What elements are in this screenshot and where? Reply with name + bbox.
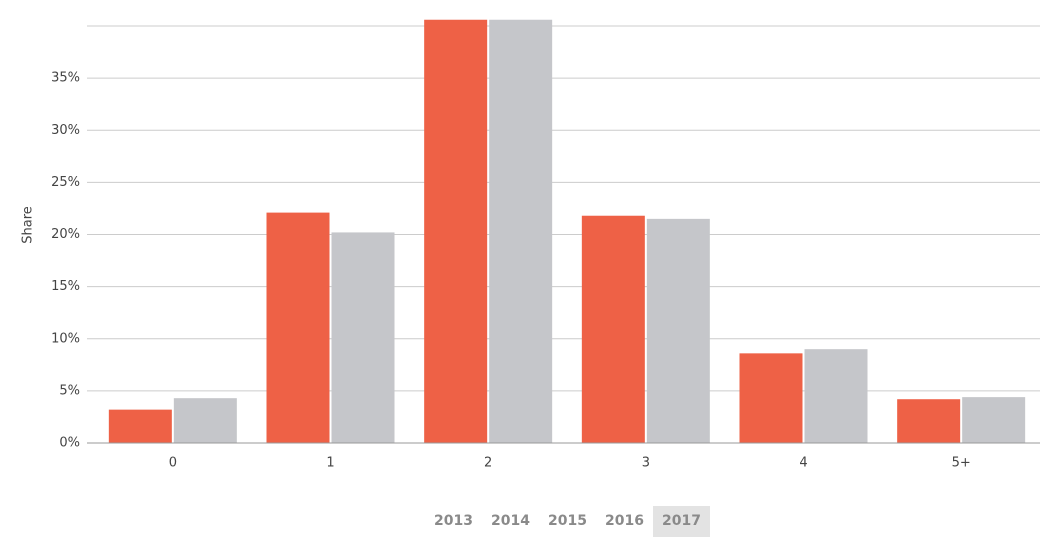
bar (489, 19, 553, 444)
y-tick-label: 0% (59, 436, 80, 451)
y-tick-label: 35% (51, 71, 80, 86)
x-tick-label: 4 (799, 456, 807, 471)
bar (266, 212, 330, 443)
x-tick-label: 2 (484, 456, 492, 471)
bar (646, 218, 710, 443)
x-tick-label: 3 (642, 456, 650, 471)
x-tick-label: 0 (169, 456, 177, 471)
year-button[interactable]: 2013 (434, 513, 473, 529)
bar (804, 349, 868, 443)
year-selector: 2013 2014 2015 2016 2017 (425, 506, 710, 537)
y-axis-label: Share (21, 206, 36, 244)
year-button[interactable]: 2015 (548, 513, 587, 529)
y-tick-label: 25% (51, 175, 80, 190)
bar (173, 398, 237, 443)
bar (739, 353, 803, 443)
x-tick-label: 5+ (952, 456, 971, 471)
y-tick-label: 30% (51, 123, 80, 138)
bar (331, 232, 395, 443)
y-tick-label: 5% (59, 383, 80, 398)
bar (581, 215, 645, 443)
year-button[interactable]: 2017 (653, 506, 710, 537)
year-button[interactable]: 2016 (605, 513, 644, 529)
x-tick-label: 1 (326, 456, 334, 471)
y-tick-label: 10% (51, 331, 80, 346)
bar (424, 19, 488, 444)
bar (962, 397, 1026, 443)
year-button[interactable]: 2014 (491, 513, 530, 529)
y-tick-label: 15% (51, 279, 80, 294)
bar (897, 399, 961, 443)
y-tick-label: 20% (51, 227, 80, 242)
bar (108, 409, 172, 443)
chart: Share 0% 5% 10% 15% 20% 25% 30% 35% 0 1 2 3 4 5+ (21, 19, 1040, 471)
